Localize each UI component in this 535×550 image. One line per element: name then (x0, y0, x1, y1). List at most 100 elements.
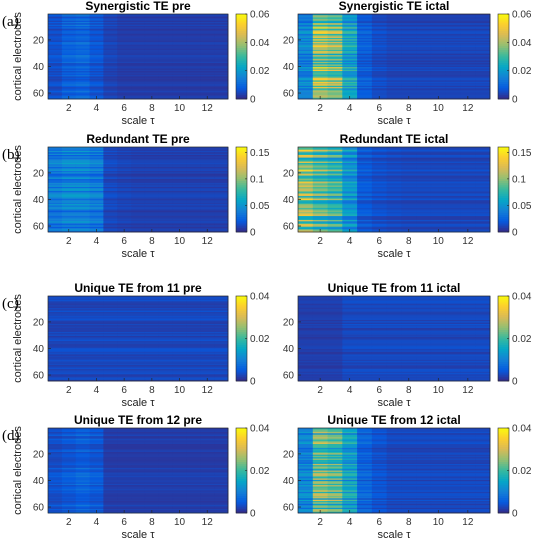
heatmap-cell (144, 87, 160, 89)
heatmap-cell (75, 59, 90, 61)
heatmap-cell (430, 174, 447, 177)
heatmap-cell (475, 59, 491, 61)
heatmap-cell (117, 363, 132, 366)
heatmap-cell (430, 177, 447, 180)
heatmap-cell (144, 89, 160, 92)
colorbar-segment (498, 96, 509, 100)
heatmap-cell (475, 83, 491, 85)
heatmap-cell (61, 350, 77, 353)
heatmap-cell (117, 190, 132, 193)
heatmap-cell (48, 297, 63, 300)
heatmap-cell (61, 349, 77, 351)
heatmap-cell (103, 218, 118, 221)
heatmap-cell (103, 201, 118, 204)
heatmap-cell (460, 36, 476, 39)
heatmap-cell (75, 218, 90, 221)
heatmap-cell (103, 176, 118, 178)
heatmap-cell (200, 53, 215, 56)
colorbar-segment (236, 185, 247, 188)
heatmap-cell (430, 330, 447, 333)
heatmap-cell (117, 33, 132, 36)
heatmap-cell (186, 326, 201, 329)
heatmap-cell (371, 95, 388, 97)
heatmap-cell (357, 29, 373, 32)
colorbar-segment (236, 355, 247, 359)
heatmap-cell (371, 152, 388, 155)
heatmap-cell (327, 83, 343, 85)
heatmap-cell (61, 48, 77, 51)
heatmap-cell (312, 225, 328, 228)
heatmap-cell (172, 213, 187, 216)
heatmap-cell (298, 93, 314, 96)
heatmap-cell (401, 64, 417, 67)
heatmap-cell (357, 43, 373, 45)
heatmap-cell (312, 184, 328, 186)
heatmap-cell (214, 173, 229, 176)
heatmap-cell (186, 213, 201, 216)
heatmap-cell (416, 170, 432, 173)
colorbar-segment (498, 35, 509, 38)
heatmap-cell (186, 55, 201, 57)
heatmap-cell (298, 15, 314, 18)
heatmap-cell (386, 148, 402, 151)
heatmap-cell (131, 35, 146, 37)
heatmap-cell (298, 21, 314, 24)
heatmap-cell (214, 346, 229, 349)
heatmap-cell (200, 377, 215, 379)
heatmap-cell (75, 189, 90, 192)
heatmap-cell (214, 33, 229, 36)
heatmap-cell (416, 48, 432, 51)
heatmap-cell (144, 337, 160, 339)
heatmap-cell (357, 73, 373, 76)
heatmap-cell (200, 206, 215, 209)
heatmap-cell (475, 95, 491, 97)
heatmap-cell (357, 91, 373, 93)
x-tick-label: 8 (149, 103, 155, 114)
heatmap-cell (460, 186, 476, 189)
heatmap-cell (401, 35, 417, 37)
heatmap-cell (48, 220, 63, 222)
heatmap-cell (214, 330, 229, 333)
heatmap-cell (342, 52, 358, 55)
heatmap-cell (327, 194, 343, 197)
heatmap-cell (460, 302, 476, 305)
heatmap-cell (475, 84, 491, 87)
heatmap-cell (460, 210, 476, 213)
heatmap-cell (401, 29, 417, 32)
heatmap-cell (48, 322, 63, 325)
heatmap-cell (200, 174, 215, 177)
heatmap-cell (416, 181, 432, 184)
heatmap-cell (342, 149, 358, 152)
heatmap-cell (312, 71, 328, 73)
heatmap-cell (460, 83, 476, 85)
heatmap-cell (312, 81, 328, 84)
heatmap-cell (327, 85, 343, 88)
heatmap-cell (416, 77, 432, 80)
heatmap-cell (357, 204, 373, 206)
heatmap-cell (371, 45, 388, 48)
heatmap-cell (214, 202, 229, 205)
heatmap-cell (401, 307, 417, 310)
heatmap-cell (342, 79, 358, 81)
heatmap-cell (200, 331, 215, 334)
heatmap-cell (327, 14, 343, 16)
heatmap-cell (298, 81, 314, 84)
heatmap-cell (342, 73, 358, 76)
heatmap-cell (103, 16, 118, 19)
heatmap-cell (186, 313, 201, 315)
heatmap-cell (131, 363, 146, 366)
heatmap-cell (61, 173, 77, 176)
colorbar-segment (236, 313, 247, 316)
heatmap-cell (131, 93, 146, 96)
heatmap-cell (75, 351, 90, 354)
heatmap-cell (48, 28, 63, 31)
heatmap-cell (117, 296, 132, 298)
heatmap-cell (117, 161, 132, 164)
heatmap-cell (131, 319, 146, 322)
heatmap-cell (131, 200, 146, 202)
heatmap-cell (103, 339, 118, 342)
heatmap-cell (48, 16, 63, 19)
heatmap-cell (460, 177, 476, 180)
heatmap-cell (327, 209, 343, 212)
heatmap-cell (460, 91, 476, 93)
